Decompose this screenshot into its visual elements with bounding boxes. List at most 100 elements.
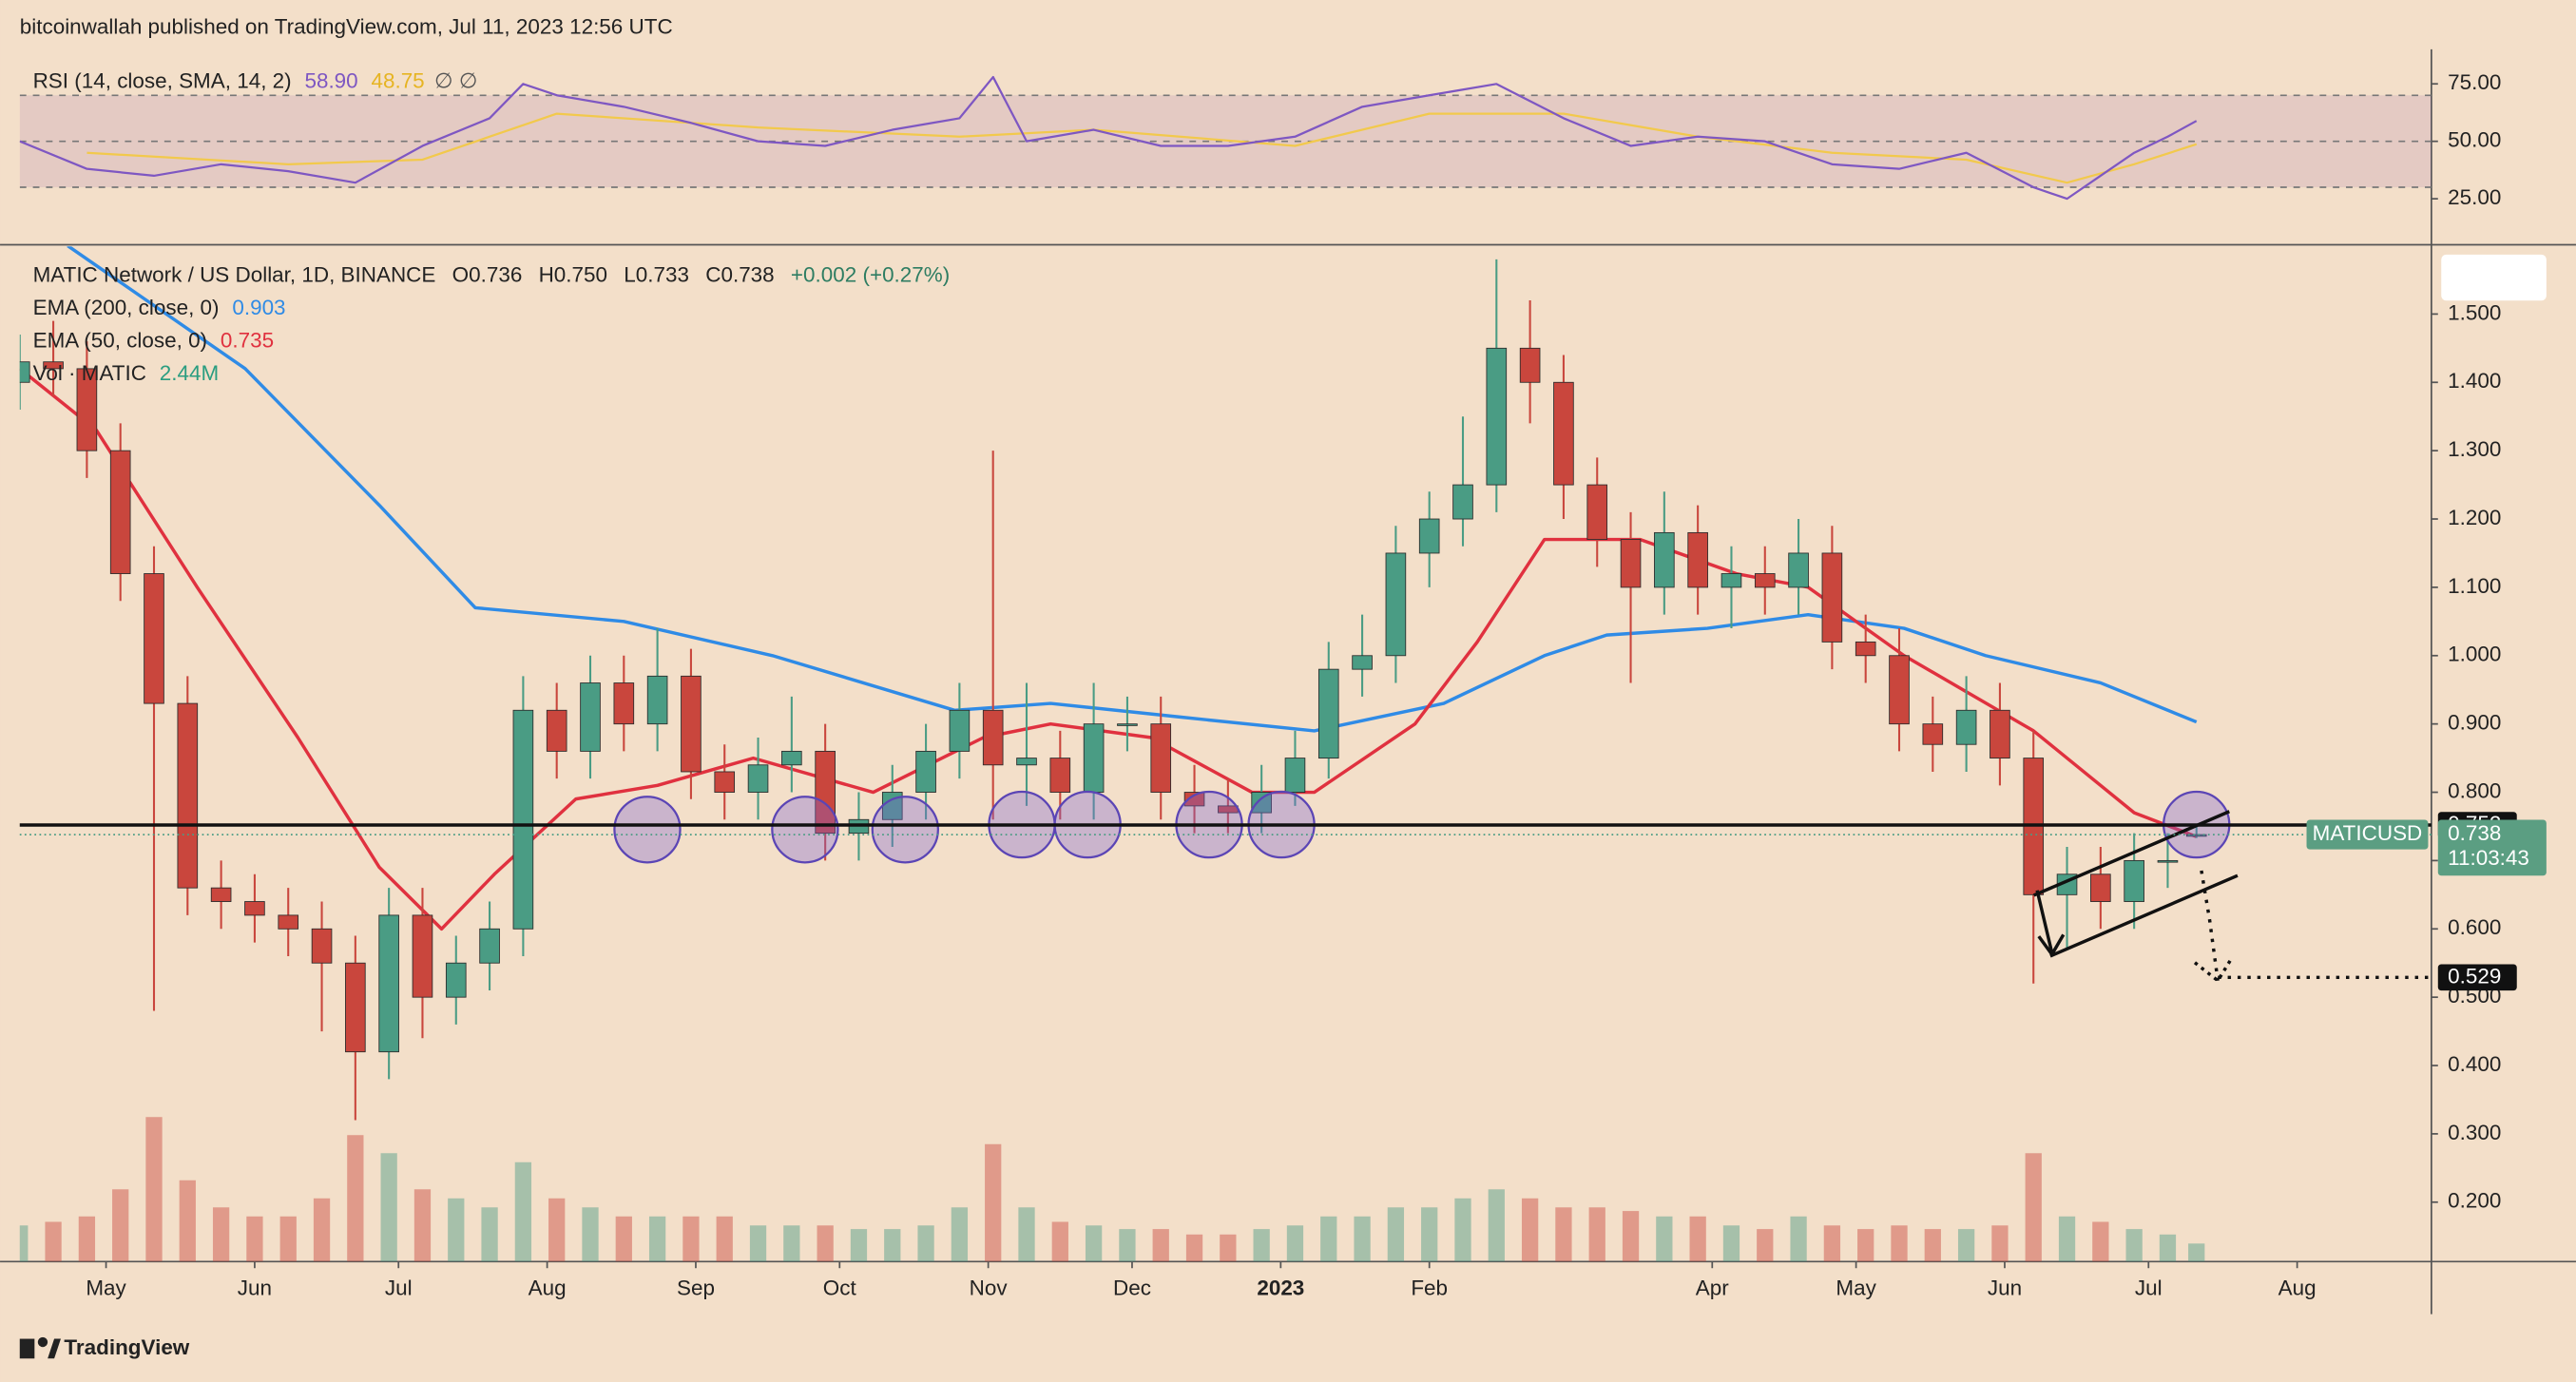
- volume-bar: [45, 1221, 62, 1262]
- circle: [771, 796, 839, 864]
- volume-bar: [2125, 1229, 2143, 1262]
- symbol-tag: [2306, 819, 2429, 850]
- candle-body: [1955, 709, 1977, 745]
- logo-mark: [37, 1336, 48, 1348]
- channel-lower: [2049, 873, 2239, 958]
- volume-bar: [582, 1207, 599, 1262]
- time-tick-label: Aug: [2278, 1276, 2316, 1300]
- candle-body: [1049, 758, 1071, 793]
- time-tick-label: Dec: [1113, 1276, 1151, 1300]
- candle-body: [445, 962, 467, 998]
- ema-name: EMA (50, close, 0): [33, 328, 207, 352]
- volume-bar: [716, 1216, 733, 1262]
- symbol-tag-label: MATICUSD: [2313, 821, 2423, 845]
- candle-body: [210, 887, 232, 902]
- time-tick-label: Sep: [677, 1276, 715, 1300]
- volume-bar: [1320, 1216, 1337, 1262]
- rsi-name: RSI (14, close, SMA, 14, 2): [33, 68, 292, 92]
- candle-body: [1922, 723, 1944, 745]
- candle-body: [915, 750, 936, 793]
- volume-bar: [1857, 1229, 1874, 1262]
- projection: [2200, 870, 2220, 982]
- volume-bar: [1051, 1221, 1068, 1262]
- volume-bar: [1119, 1229, 1136, 1262]
- volume-bar: [1957, 1229, 1975, 1262]
- candle-body: [1251, 792, 1272, 814]
- volume-bar: [380, 1153, 397, 1262]
- publisher: bitcoinwallah published on TradingView.c…: [20, 14, 673, 38]
- time-tick-label: May: [86, 1276, 126, 1300]
- volume-bar: [1152, 1229, 1169, 1262]
- price-tick-label: 0.600: [2448, 915, 2501, 939]
- volume-bar: [1488, 1189, 1505, 1262]
- circle: [613, 796, 682, 864]
- time-tick-label: Aug: [529, 1276, 567, 1300]
- candle-body: [1553, 381, 1574, 486]
- volume-bar: [179, 1180, 196, 1262]
- candle-body: [949, 709, 971, 752]
- candle-body: [1855, 641, 1876, 657]
- volume-bar: [615, 1216, 632, 1262]
- candle-body: [1586, 484, 1608, 541]
- label-layer: 75.0050.0025.000.7520.529MATICUSD0.73811…: [19, 70, 2547, 991]
- candle-body: [177, 702, 199, 889]
- ema-value: 0.903: [232, 296, 285, 319]
- candle-body: [278, 914, 299, 930]
- volume-bar: [145, 1117, 163, 1262]
- last-price-label: 0.738: [2448, 821, 2501, 845]
- volume-bar: [2159, 1234, 2177, 1262]
- price-tick-label: 1.000: [2448, 643, 2501, 666]
- volume-bar: [682, 1216, 700, 1262]
- price-tick-label: 0.400: [2448, 1052, 2501, 1076]
- ema50-legend: EMA (50, close, 0) 0.735: [33, 328, 274, 352]
- ohlc: L0.733: [624, 262, 689, 286]
- candle-body: [1821, 552, 1843, 643]
- candle-body: [2185, 834, 2207, 837]
- volume-bar: [850, 1229, 868, 1262]
- volume-name: Vol · MATIC: [33, 361, 146, 385]
- volume-bar: [1891, 1225, 1908, 1262]
- ohlc: O0.736: [452, 262, 523, 286]
- ema-value: 0.735: [221, 328, 274, 352]
- volume-bar: [951, 1207, 969, 1262]
- candle-body: [1083, 723, 1105, 793]
- time-tick-label: May: [1836, 1276, 1876, 1300]
- volume-bar: [2058, 1216, 2076, 1262]
- candle-body: [1519, 347, 1541, 383]
- price-tick-label: 1.200: [2448, 506, 2501, 529]
- candle-body: [1117, 723, 1138, 726]
- logo-mark: [48, 1338, 61, 1359]
- volume-bar: [884, 1229, 901, 1262]
- volume-bar: [212, 1207, 230, 1262]
- price-tick-label: 1.500: [2448, 300, 2501, 324]
- rsi-tick-label: 75.00: [2448, 70, 2501, 94]
- rsi-sma-value: 48.75: [371, 68, 424, 92]
- time-tick-label: Apr: [1696, 1276, 1729, 1300]
- candle-body: [1016, 758, 1037, 766]
- level-label-box: [2437, 964, 2517, 991]
- candle-body: [1352, 655, 1373, 670]
- volume-legend: Vol · MATIC 2.44M: [33, 361, 220, 385]
- volume-bar: [548, 1198, 566, 1262]
- time-tick-label: 2023: [1257, 1276, 1304, 1300]
- brand-logo: TradingView: [19, 1335, 190, 1359]
- volume-bar: [413, 1189, 432, 1262]
- logo-mark: [19, 1338, 35, 1359]
- time-tick-label: Jul: [385, 1276, 413, 1300]
- candle-body: [546, 709, 567, 752]
- candle-body: [19, 361, 30, 383]
- candle-body: [1452, 484, 1473, 520]
- volume-bar: [246, 1216, 263, 1262]
- volume-bar: [783, 1225, 800, 1262]
- volume-bar: [347, 1135, 364, 1262]
- time-tick-label: Jul: [2135, 1276, 2163, 1300]
- candle-body: [580, 682, 601, 752]
- candle-body: [681, 675, 702, 773]
- candle-body: [76, 368, 98, 451]
- candle-body: [1687, 531, 1708, 588]
- volume-bar: [1220, 1234, 1237, 1262]
- support-circles: [613, 790, 2231, 864]
- time-tick-label: Nov: [970, 1276, 1009, 1300]
